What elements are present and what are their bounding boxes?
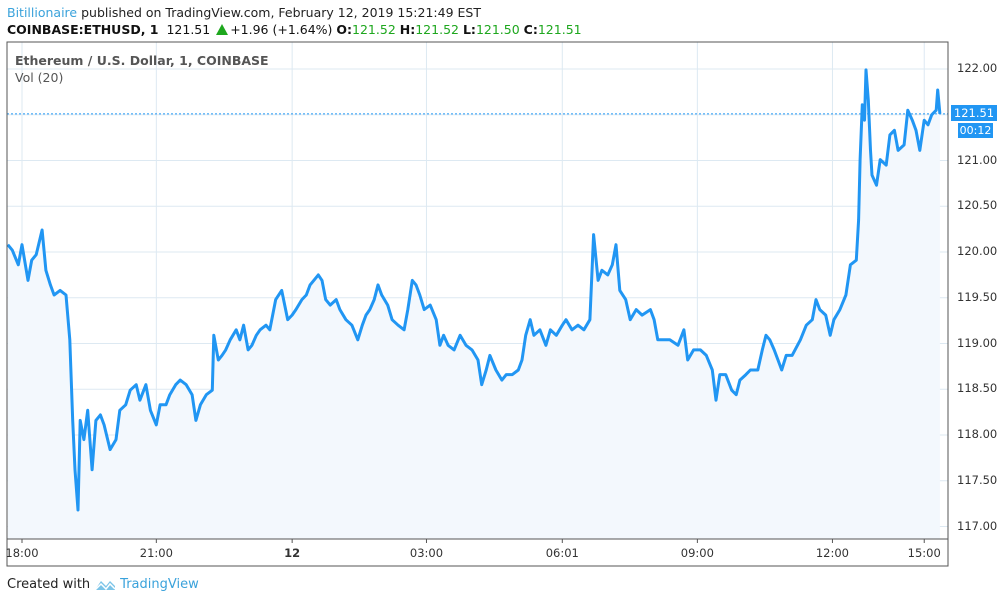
footer: Created with TradingView xyxy=(7,577,199,592)
price-line xyxy=(6,68,942,512)
price-tick-label: 118.00 xyxy=(957,427,998,441)
price-change: +1.96 (+1.64%) xyxy=(230,22,333,37)
chart-legend-title: Ethereum / U.S. Dollar, 1, COINBASE xyxy=(15,53,269,68)
bar-countdown: 00:12 xyxy=(958,123,993,138)
up-arrow-icon xyxy=(216,24,229,35)
price-tick-label: 117.50 xyxy=(957,472,998,487)
last-price: 121.51 xyxy=(166,22,211,37)
price-tick-label: 121.00 xyxy=(957,152,998,167)
high-label: H: xyxy=(399,22,416,37)
close-label: C: xyxy=(523,22,538,37)
tradingview-link[interactable]: TradingView xyxy=(120,577,199,592)
price-tick-label: 122.00 xyxy=(957,61,998,75)
time-tick-label: 03:00 xyxy=(409,546,444,560)
time-tick-label: 09:00 xyxy=(680,546,714,560)
created-with-text: Created with xyxy=(7,577,91,592)
symbol-info: COINBASE:ETHUSD, 1 121.51 +1.96 (+1.64%)… xyxy=(7,22,582,37)
high-value: 121.52 xyxy=(415,22,459,37)
volume-legend: Vol (20) xyxy=(15,70,64,85)
time-tick-label: 12 xyxy=(284,546,301,560)
price-tick-label: 118.50 xyxy=(957,381,998,396)
time-tick-label: 18:00 xyxy=(5,546,39,560)
time-tick-label: 15:00 xyxy=(907,546,941,560)
author-link[interactable]: Bitillionaire xyxy=(7,5,78,20)
time-tick-label: 12:00 xyxy=(815,546,850,560)
publish-info: Bitillionaire published on TradingView.c… xyxy=(7,5,481,20)
tradingview-logo-icon xyxy=(94,580,116,591)
price-tick-label: 120.00 xyxy=(957,244,998,258)
time-tick-label: 06:01 xyxy=(545,546,579,560)
open-label: O: xyxy=(336,22,353,37)
publish-text: published on TradingView.com, February 1… xyxy=(81,5,481,20)
low-value: 121.50 xyxy=(475,22,520,37)
price-tick-label: 119.50 xyxy=(957,289,998,304)
price-tick-label: 120.50 xyxy=(957,198,998,213)
open-value: 121.52 xyxy=(352,22,396,37)
price-tick-label: 117.00 xyxy=(957,518,998,533)
close-value: 121.51 xyxy=(537,22,582,37)
last-price-label: 121.51 xyxy=(951,105,997,121)
low-label: L: xyxy=(462,22,476,37)
time-tick-label: 21:00 xyxy=(139,546,173,560)
price-area xyxy=(7,69,940,540)
symbol: COINBASE:ETHUSD, 1 xyxy=(7,22,159,37)
price-tick-label: 119.00 xyxy=(957,335,998,350)
